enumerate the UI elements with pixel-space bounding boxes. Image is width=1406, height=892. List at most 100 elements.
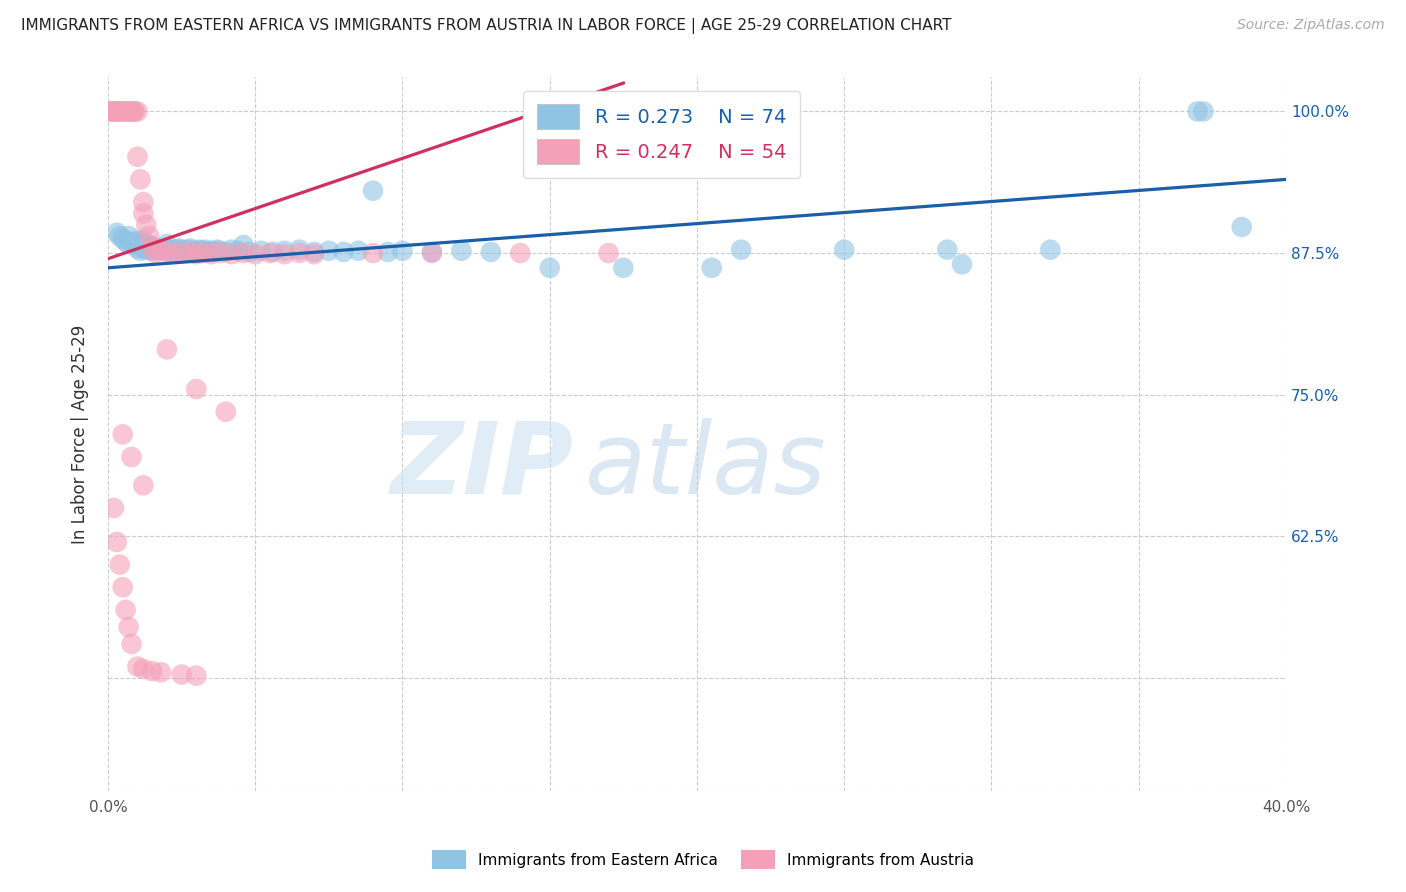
Point bbox=[162, 246, 184, 260]
Point bbox=[121, 104, 143, 119]
Point bbox=[730, 243, 752, 257]
Point bbox=[150, 665, 173, 680]
Point bbox=[159, 243, 181, 257]
Point bbox=[121, 104, 143, 119]
Point bbox=[200, 244, 222, 258]
Point bbox=[129, 244, 152, 258]
Point bbox=[156, 244, 179, 259]
Point bbox=[288, 246, 311, 260]
Point bbox=[129, 235, 152, 250]
Point bbox=[347, 244, 370, 258]
Point bbox=[700, 260, 723, 275]
Point bbox=[538, 260, 561, 275]
Point bbox=[332, 244, 354, 259]
Point bbox=[141, 244, 163, 258]
Point bbox=[100, 104, 122, 119]
Point bbox=[124, 238, 146, 252]
Point bbox=[170, 243, 193, 257]
Point bbox=[215, 405, 238, 419]
Point bbox=[221, 243, 243, 257]
Point bbox=[127, 150, 149, 164]
Point bbox=[226, 244, 249, 258]
Point bbox=[129, 172, 152, 186]
Point bbox=[194, 243, 217, 257]
Point bbox=[188, 243, 211, 257]
Point bbox=[135, 238, 157, 252]
Point bbox=[173, 244, 195, 258]
Point bbox=[150, 243, 173, 257]
Point bbox=[127, 104, 149, 119]
Point bbox=[612, 260, 634, 275]
Point bbox=[186, 668, 208, 682]
Point bbox=[132, 234, 155, 248]
Point bbox=[232, 246, 254, 260]
Text: Source: ZipAtlas.com: Source: ZipAtlas.com bbox=[1237, 18, 1385, 32]
Point bbox=[273, 244, 295, 258]
Point bbox=[103, 500, 125, 515]
Point bbox=[191, 244, 214, 258]
Point bbox=[111, 104, 134, 119]
Point bbox=[138, 229, 160, 244]
Point bbox=[146, 242, 169, 256]
Point bbox=[111, 104, 134, 119]
Point bbox=[361, 184, 384, 198]
Point bbox=[108, 104, 131, 119]
Point bbox=[509, 246, 531, 260]
Point bbox=[117, 620, 139, 634]
Point bbox=[186, 244, 208, 259]
Point bbox=[186, 247, 208, 261]
Point bbox=[232, 238, 254, 252]
Point bbox=[153, 244, 176, 258]
Point bbox=[479, 244, 502, 259]
Point bbox=[105, 104, 128, 119]
Point bbox=[111, 427, 134, 442]
Point bbox=[143, 243, 166, 257]
Point bbox=[141, 664, 163, 678]
Point bbox=[179, 242, 201, 256]
Point bbox=[121, 235, 143, 249]
Text: atlas: atlas bbox=[585, 418, 827, 515]
Point bbox=[832, 243, 855, 257]
Point bbox=[138, 238, 160, 252]
Point bbox=[221, 247, 243, 261]
Point bbox=[117, 104, 139, 119]
Point bbox=[121, 450, 143, 464]
Point bbox=[156, 242, 179, 256]
Point bbox=[124, 104, 146, 119]
Point bbox=[420, 244, 443, 259]
Point bbox=[238, 244, 260, 259]
Point bbox=[143, 246, 166, 260]
Point bbox=[114, 603, 136, 617]
Point bbox=[259, 246, 281, 260]
Point bbox=[117, 104, 139, 119]
Point bbox=[124, 104, 146, 119]
Point bbox=[141, 239, 163, 253]
Point bbox=[1039, 243, 1062, 257]
Point bbox=[288, 243, 311, 257]
Point bbox=[105, 104, 128, 119]
Text: IMMIGRANTS FROM EASTERN AFRICA VS IMMIGRANTS FROM AUSTRIA IN LABOR FORCE | AGE 2: IMMIGRANTS FROM EASTERN AFRICA VS IMMIGR… bbox=[21, 18, 952, 34]
Point bbox=[186, 382, 208, 396]
Point bbox=[170, 667, 193, 681]
Point bbox=[114, 104, 136, 119]
Point bbox=[179, 244, 201, 259]
Point bbox=[936, 243, 959, 257]
Point bbox=[135, 243, 157, 257]
Point bbox=[135, 218, 157, 232]
Point bbox=[108, 229, 131, 244]
Point bbox=[1192, 104, 1215, 119]
Point bbox=[127, 659, 149, 673]
Point bbox=[138, 243, 160, 257]
Point bbox=[162, 244, 184, 258]
Point bbox=[117, 229, 139, 244]
Point bbox=[205, 243, 228, 257]
Point bbox=[215, 244, 238, 259]
Point bbox=[950, 257, 973, 271]
Point bbox=[127, 242, 149, 256]
Point bbox=[141, 240, 163, 254]
Point bbox=[191, 246, 214, 260]
Point bbox=[450, 244, 472, 258]
Point bbox=[202, 244, 225, 259]
Point bbox=[132, 195, 155, 210]
Point bbox=[420, 246, 443, 260]
